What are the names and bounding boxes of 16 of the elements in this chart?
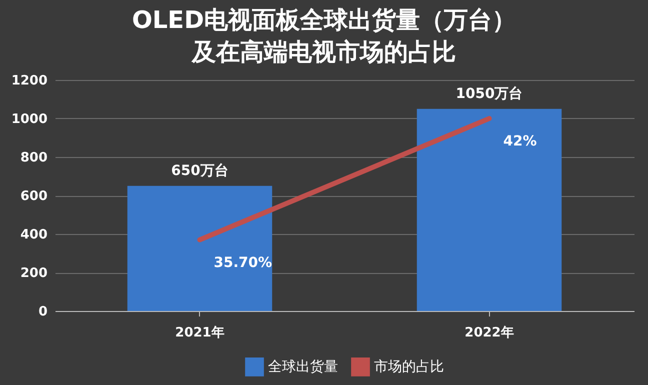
legend-label: 市场的占比 [374,358,444,375]
chart-title: OLED电视面板全球出货量（万台）及在高端电视市场的占比 [130,5,517,68]
y-tick-label: 200 [20,266,48,281]
y-tick-label: 400 [20,228,48,242]
data-label: 650万台 [171,162,228,179]
data-label: 35.70% [214,254,272,271]
x-tick-label: 2021年 [175,326,224,340]
y-tick-label: 1000 [11,112,48,127]
x-tick-label: 2022年 [464,326,514,340]
legend-label: 全球出货量 [268,358,338,375]
y-tick-label: 800 [20,150,48,166]
y-tick-label: 0 [38,304,48,320]
y-tick-label: 600 [20,189,48,204]
data-label: 42% [503,134,537,150]
y-tick-label: 1200 [11,74,48,88]
data-label: 1050万台 [456,86,523,102]
